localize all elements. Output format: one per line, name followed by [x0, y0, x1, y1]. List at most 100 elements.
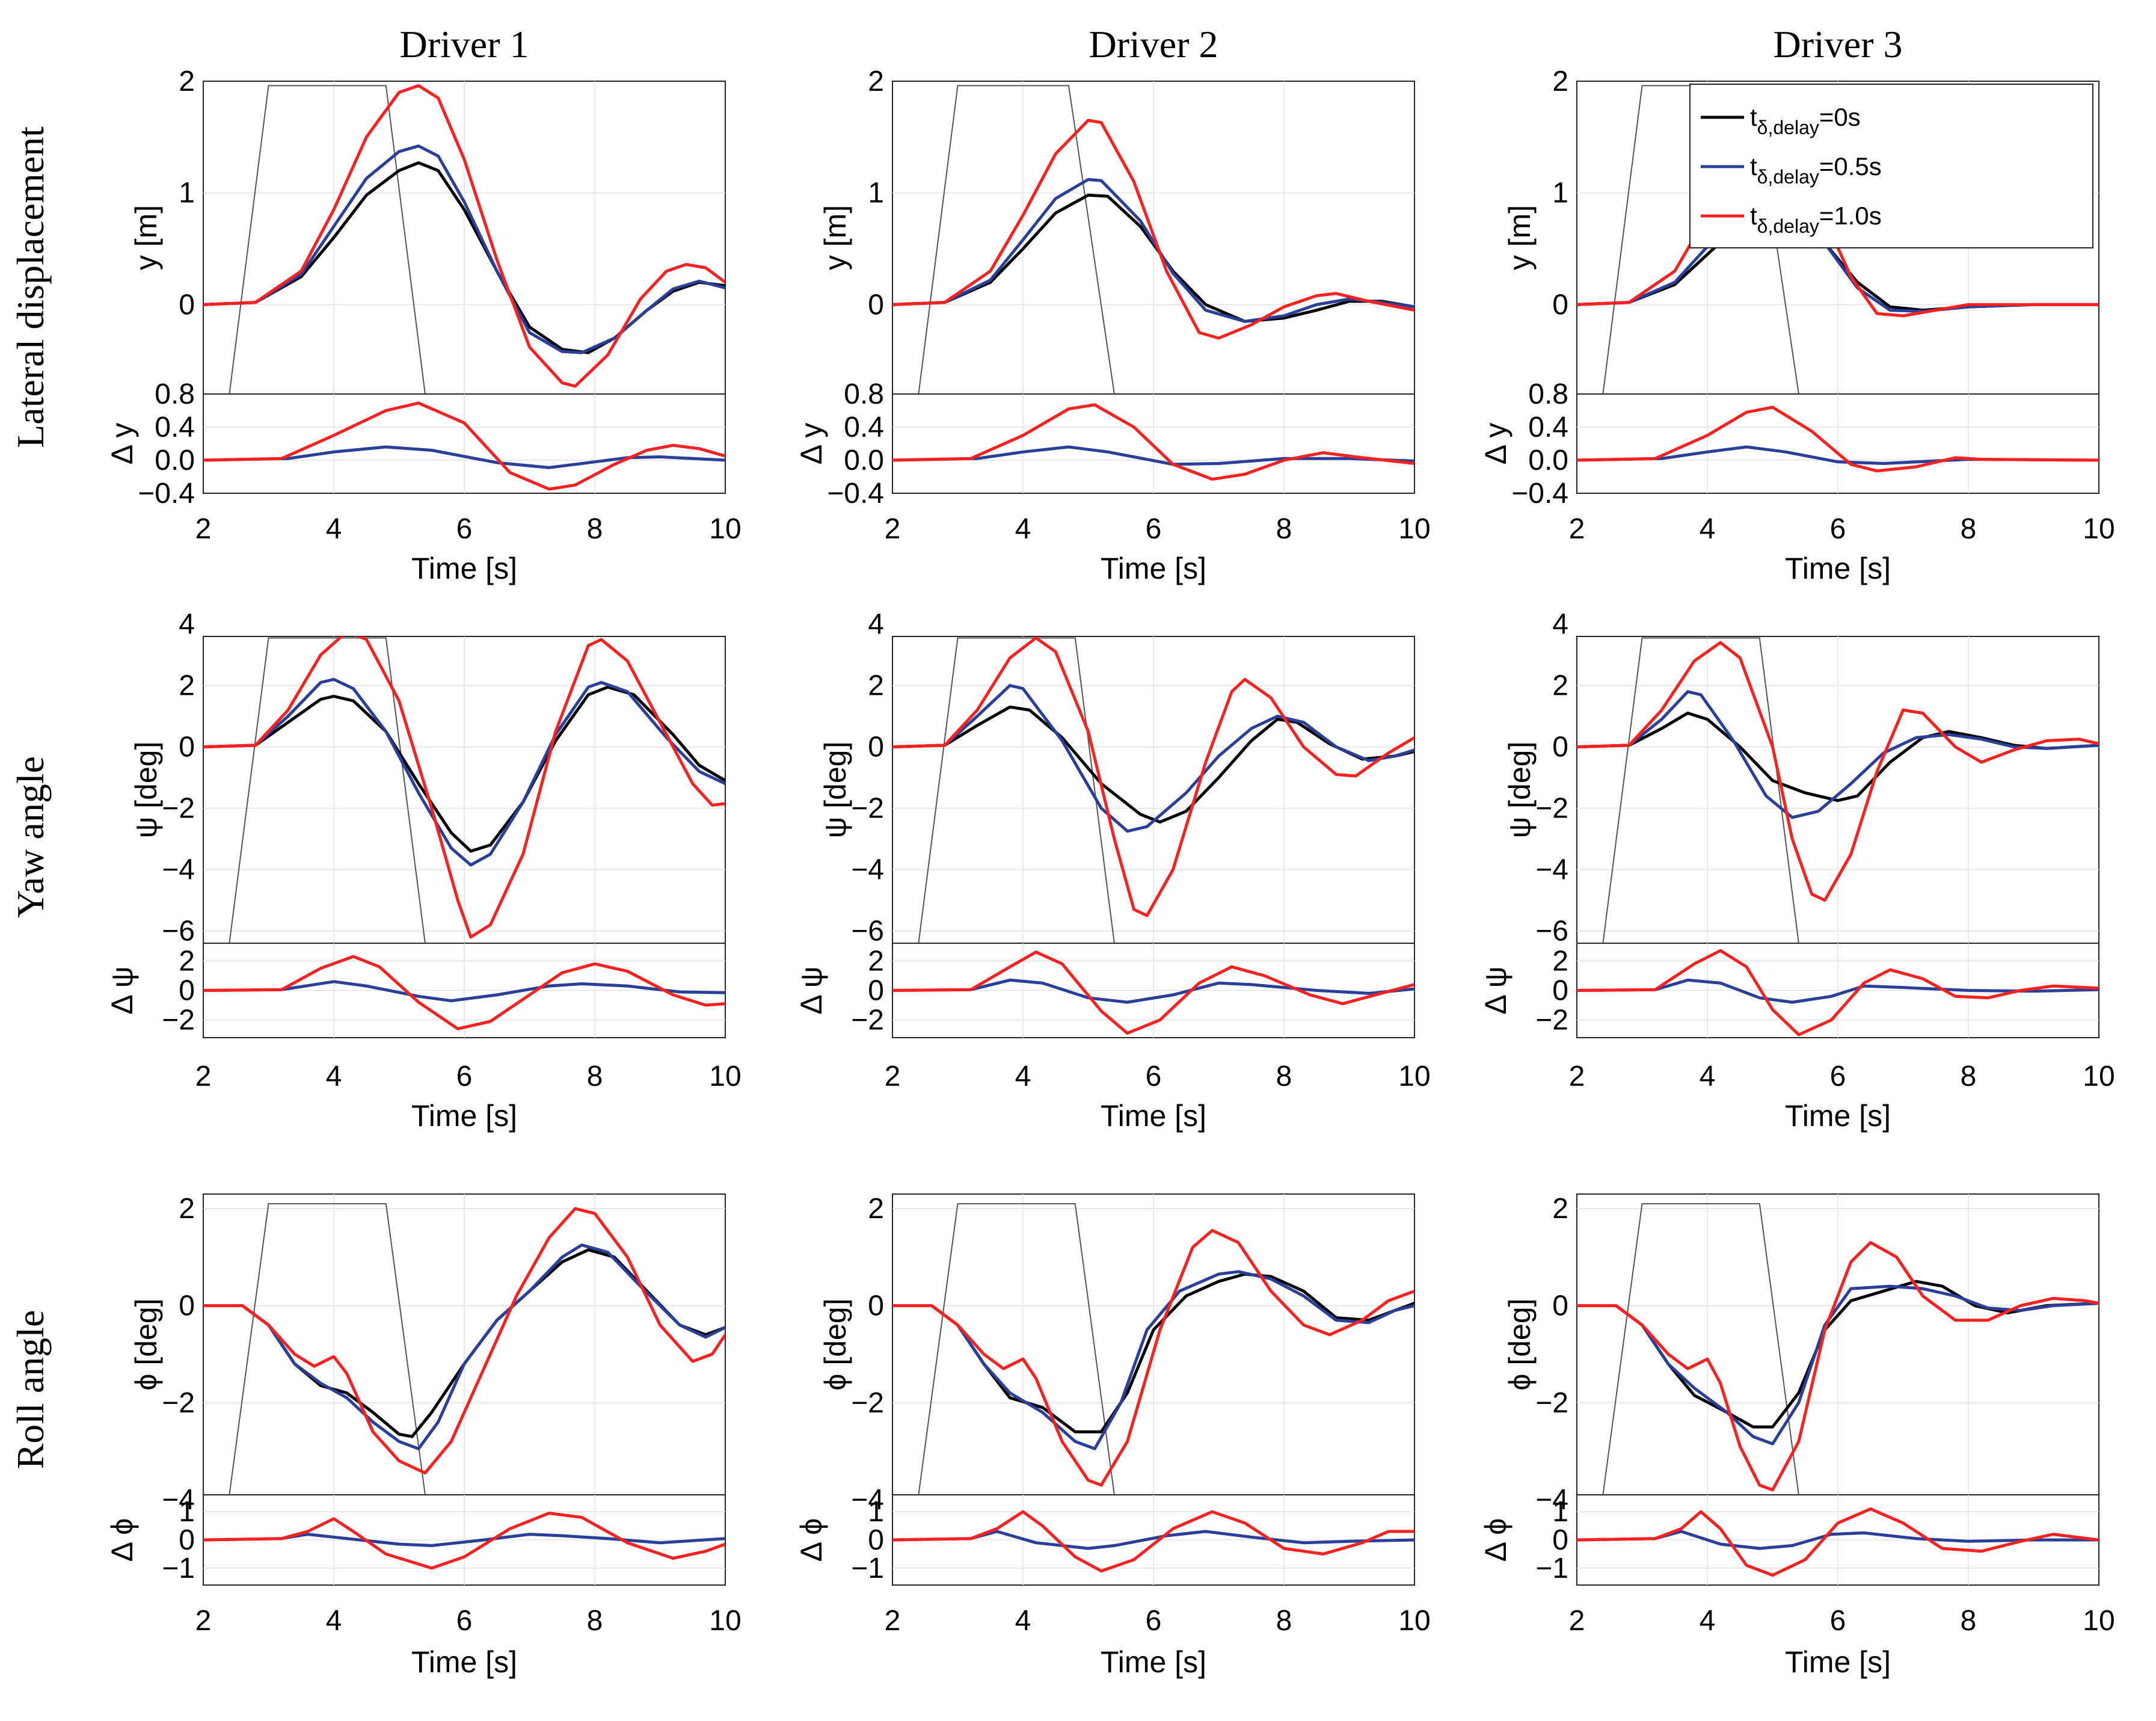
y-tick-label: 0: [1552, 731, 1568, 763]
delta-y-tick-label: −0.4: [1511, 478, 1568, 510]
x-tick-label: 2: [195, 1061, 212, 1092]
delta-series-line-delay-1: [892, 445, 1414, 466]
y-tick-label: −4: [1535, 854, 1568, 886]
steering-reference-line: [892, 1203, 1414, 1495]
x-tick-label: 6: [1146, 1061, 1162, 1092]
x-tick-label: 10: [2083, 513, 2115, 545]
delta-y-tick-label: 2: [868, 945, 884, 977]
y-tick-label: 0: [1552, 289, 1568, 321]
steering-reference-line: [1577, 1203, 2099, 1495]
x-tick-label: 4: [1015, 513, 1031, 545]
x-tick-label: 10: [2083, 1061, 2115, 1092]
y-tick-label: 0: [179, 1290, 195, 1322]
x-tick-label: 8: [587, 1605, 603, 1637]
x-tick-label: 6: [1830, 1061, 1846, 1092]
delta-y-tick-label: 0.4: [1528, 411, 1568, 443]
delta-series-line-delay-1: [892, 1530, 1414, 1550]
x-tick-label: 2: [1569, 1061, 1585, 1092]
delta-series-line-delay-2: [203, 401, 725, 491]
delta-y-tick-label: 0.8: [844, 378, 884, 410]
delta-y-tick-label: 0: [868, 975, 884, 1007]
legend-entry-0: tδ,delay=0s: [1750, 103, 1861, 138]
x-tick-label: 2: [1569, 513, 1585, 545]
x-tick-label: 8: [1276, 513, 1292, 545]
y-axis-label: ϕ [deg]: [129, 1298, 163, 1390]
y-axis-label: y [m]: [818, 205, 852, 270]
x-tick-label: 4: [326, 513, 342, 545]
x-tick-label: 4: [1015, 1061, 1031, 1092]
x-tick-label: 8: [1961, 513, 1977, 545]
x-tick-label: 6: [1146, 513, 1162, 545]
delta-y-axis-label: Δ y: [105, 423, 139, 465]
series-line-delay-2: [892, 636, 1414, 917]
y-axis-label: y [m]: [1503, 205, 1537, 270]
x-tick-label: 6: [1830, 1605, 1846, 1637]
main-plot-area: [892, 636, 1414, 943]
row-title-y: Lateral displacement: [9, 126, 52, 448]
delta-y-tick-label: 0: [1552, 975, 1568, 1007]
y-tick-label: −2: [1535, 1387, 1568, 1419]
series-line-delay-0: [203, 685, 725, 853]
x-tick-label: 10: [709, 1061, 741, 1092]
y-tick-label: 0: [868, 731, 884, 763]
column-title-driver-1: Driver 1: [399, 23, 529, 66]
x-tick-label: 2: [1569, 1605, 1585, 1637]
x-tick-label: 8: [1961, 1605, 1977, 1637]
y-tick-label: 1: [868, 177, 884, 209]
x-axis-label: Time [s]: [411, 1099, 517, 1133]
x-tick-label: 10: [2083, 1605, 2115, 1637]
series-line-delay-2: [203, 1207, 725, 1475]
x-tick-label: 8: [1276, 1605, 1292, 1637]
y-axis-label: y [m]: [129, 205, 163, 270]
steering-reference-line: [203, 1203, 725, 1495]
delta-y-tick-label: 0.0: [155, 445, 195, 476]
delta-y-tick-label: −2: [1535, 1005, 1568, 1036]
series-line-delay-2: [1577, 641, 2099, 902]
main-plot-area: [892, 85, 1414, 394]
delta-y-tick-label: −0.4: [827, 478, 884, 510]
row-title-phi: Roll angle: [9, 1310, 52, 1470]
x-tick-label: 10: [1398, 1605, 1430, 1637]
x-tick-label: 8: [1961, 1061, 1977, 1092]
y-tick-label: 2: [1552, 1193, 1568, 1225]
main-plot-area: [892, 1203, 1414, 1495]
y-axis-label: ϕ [deg]: [818, 1298, 852, 1390]
delta-series-line-delay-2: [1577, 949, 2099, 1036]
delta-series-line-delay-1: [203, 980, 725, 1003]
delta-y-tick-label: −1: [162, 1553, 195, 1584]
series-line-delay-1: [892, 684, 1414, 833]
series-line-delay-2: [892, 119, 1414, 340]
delta-y-tick-label: 0.0: [844, 445, 884, 476]
delta-y-tick-label: 2: [179, 945, 195, 977]
series-line-delay-1: [1577, 1284, 2099, 1445]
x-tick-label: 2: [195, 1605, 212, 1637]
y-tick-label: 0: [868, 1290, 884, 1322]
y-tick-label: −6: [1535, 916, 1568, 947]
y-axis-label: ϕ [deg]: [1503, 1298, 1537, 1390]
x-axis-label: Time [s]: [411, 1645, 517, 1679]
series-line-delay-2: [892, 1229, 1414, 1487]
y-tick-label: −6: [851, 916, 884, 947]
series-line-delay-2: [1577, 1241, 2099, 1492]
x-tick-label: 2: [195, 513, 212, 545]
series-line-delay-2: [203, 84, 725, 388]
delta-series-line-delay-2: [1577, 405, 2099, 473]
delta-y-tick-label: 0: [1552, 1524, 1568, 1556]
x-tick-label: 6: [1146, 1605, 1162, 1637]
y-tick-label: 4: [1552, 609, 1568, 641]
delta-y-tick-label: −0.4: [138, 478, 195, 510]
y-tick-label: −4: [851, 854, 884, 886]
delta-y-tick-label: 0.4: [844, 411, 884, 443]
delta-y-tick-label: −2: [162, 1005, 195, 1036]
delta-series-line-delay-2: [892, 403, 1414, 481]
delta-series-line-delay-2: [892, 950, 1414, 1035]
delta-y-axis-label: Δ ψ: [1479, 966, 1513, 1014]
delta-y-tick-label: 0.4: [155, 411, 195, 443]
x-tick-label: 10: [709, 1605, 741, 1637]
x-tick-label: 8: [587, 1061, 603, 1092]
y-tick-label: 1: [1552, 177, 1568, 209]
